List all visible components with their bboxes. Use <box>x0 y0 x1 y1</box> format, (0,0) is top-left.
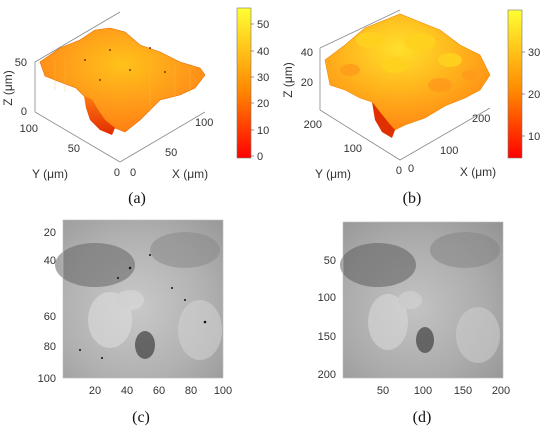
x-tick: 20 <box>89 385 101 397</box>
y-axis-label: Y (μm) <box>315 167 351 181</box>
colorbar-tick: 10 <box>528 131 540 143</box>
z-tick: 40 <box>301 47 313 59</box>
panel-caption: (c) <box>132 409 150 426</box>
panel-caption: (a) <box>128 190 146 207</box>
x-axis-label: X (μm) <box>460 165 496 179</box>
panel-d: 50 100 150 200 50 100 150 200 (d) <box>318 221 510 426</box>
colorbar <box>236 7 252 159</box>
z-axis-label: Z (μm) <box>1 70 15 106</box>
y-tick: 60 <box>44 311 56 323</box>
y-tick: 50 <box>324 255 336 267</box>
x-tick: 150 <box>454 385 472 397</box>
colorbar-tick: 40 <box>257 46 269 58</box>
x-tick: 200 <box>492 385 510 397</box>
colorbar-tick: 20 <box>257 98 269 110</box>
colorbar-tick: 50 <box>257 19 269 31</box>
x-tick: 50 <box>377 385 389 397</box>
x-tick: 0 <box>408 163 414 175</box>
colorbar-tick: 30 <box>528 47 540 59</box>
y-tick: 50 <box>68 143 80 155</box>
x-axis-label: X (μm) <box>172 167 208 181</box>
panel-caption: (d) <box>413 409 432 426</box>
y-tick: 200 <box>304 119 322 131</box>
y-tick: 100 <box>38 373 56 385</box>
panel-c: 20 40 60 80 100 20 40 60 80 100 (c) <box>38 219 232 426</box>
x-tick: 60 <box>153 385 165 397</box>
y-tick: 200 <box>318 369 336 381</box>
y-tick: 20 <box>44 227 56 239</box>
panel-b: 20 40 Z (μm) 200 100 0 Y (μm) 0 100 200 … <box>281 9 540 207</box>
z-tick: 20 <box>301 77 313 89</box>
y-axis-label: Y (μm) <box>32 167 68 181</box>
z-tick: 0 <box>21 106 27 118</box>
z-tick: 50 <box>15 57 27 69</box>
x-tick: 0 <box>130 167 136 179</box>
y-tick: 100 <box>318 292 336 304</box>
colorbar-tick: 10 <box>257 125 269 137</box>
x-tick: 80 <box>185 385 197 397</box>
panel-a: 0 50 Z (μm) 100 50 0 Y (μm) 0 50 100 X (… <box>1 7 269 207</box>
y-tick: 100 <box>344 143 362 155</box>
colorbar-tick: 0 <box>257 151 263 163</box>
x-tick: 100 <box>214 385 232 397</box>
y-tick: 80 <box>44 341 56 353</box>
z-axis-label: Z (μm) <box>281 62 295 98</box>
y-tick: 0 <box>114 167 120 179</box>
y-tick: 0 <box>396 165 402 177</box>
panel-caption: (b) <box>403 190 422 207</box>
x-tick: 40 <box>121 385 133 397</box>
colorbar-tick: 20 <box>528 89 540 101</box>
x-tick: 100 <box>414 385 432 397</box>
y-tick: 40 <box>44 255 56 267</box>
x-tick: 100 <box>195 117 213 129</box>
x-tick: 200 <box>472 113 490 125</box>
colorbar <box>507 9 523 159</box>
x-tick: 100 <box>440 145 458 157</box>
x-tick: 50 <box>165 147 177 159</box>
y-tick: 100 <box>20 123 38 135</box>
y-tick: 150 <box>318 331 336 343</box>
colorbar-tick: 30 <box>257 72 269 84</box>
